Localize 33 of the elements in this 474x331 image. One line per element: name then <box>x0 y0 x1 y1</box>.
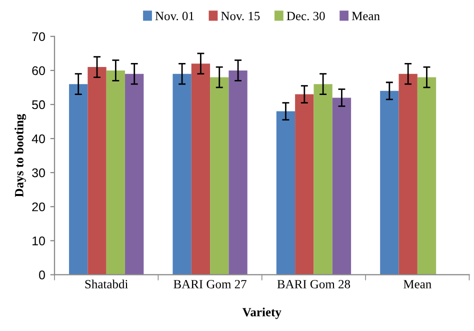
bar <box>125 74 144 275</box>
legend-label: Mean <box>352 12 380 20</box>
x-tick-label: BARI Gom 28 <box>277 280 350 288</box>
x-tick-label: BARI Gom 27 <box>174 280 246 288</box>
y-tick-label: 0 <box>39 270 45 280</box>
legend-label: Nov. 01 <box>155 12 194 20</box>
y-tick-label: 50 <box>32 100 45 110</box>
bar <box>172 74 192 275</box>
y-tick-label: 20 <box>32 202 45 212</box>
x-axis-title: Variety <box>242 308 282 319</box>
x-tick-label: Mean <box>404 280 432 288</box>
legend-label: Dec. 30 <box>286 12 325 20</box>
legend-label: Nov. 15 <box>221 12 260 20</box>
bar <box>380 90 399 275</box>
y-tick-label: 40 <box>32 134 45 144</box>
bar <box>88 67 106 275</box>
y-tick-label: 70 <box>32 32 45 42</box>
bar <box>398 74 418 275</box>
bar <box>210 77 229 275</box>
y-tick-label: 10 <box>32 236 45 246</box>
bar <box>106 70 126 275</box>
x-tick-label: Shatabdi <box>85 280 128 288</box>
y-axis-title: Days to booting <box>14 114 26 198</box>
bar <box>69 84 88 275</box>
bar <box>332 98 352 275</box>
y-tick-label: 60 <box>32 66 45 76</box>
bar <box>295 94 314 275</box>
y-tick-label: 30 <box>32 168 45 178</box>
bar <box>314 84 332 275</box>
bar <box>276 111 296 275</box>
bar <box>417 77 436 275</box>
bar <box>228 70 248 275</box>
bar <box>191 64 210 275</box>
